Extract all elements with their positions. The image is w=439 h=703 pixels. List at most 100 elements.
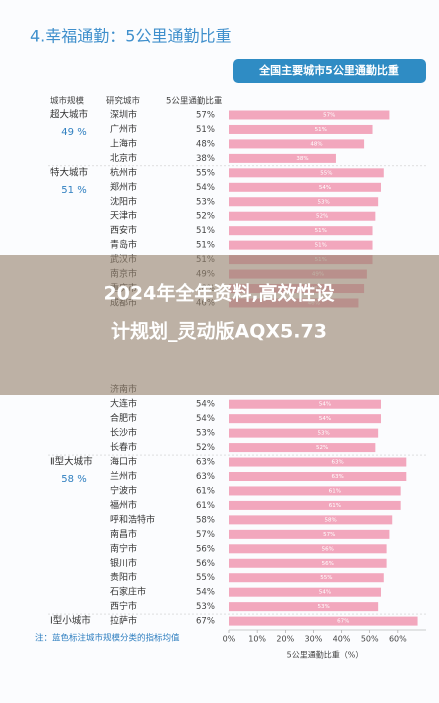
bar-inner-label: 52%: [316, 214, 328, 220]
value-label: 61%: [196, 486, 215, 496]
category-label: 长沙市: [110, 427, 137, 439]
category-label: 合肥市: [110, 412, 137, 424]
bar-inner-label: 38%: [296, 156, 308, 162]
value-label: 51%: [196, 125, 215, 135]
category-label: 海口市: [110, 456, 137, 468]
value-label: 56%: [196, 559, 215, 569]
category-label: 北京市: [110, 152, 137, 164]
category-label: 南宁市: [110, 542, 137, 554]
category-label: 贵阳市: [110, 571, 137, 583]
chart-title: 4.幸福通勤：5公里通勤比重: [30, 27, 231, 46]
value-label: 53%: [196, 429, 215, 439]
overlay-text: 计规划_灵动版AQX5.73: [111, 320, 327, 343]
bar-inner-label: 54%: [319, 590, 331, 596]
value-label: 52%: [196, 443, 215, 453]
bar-inner-label: 57%: [323, 532, 335, 538]
category-label: 呼和浩特市: [110, 513, 155, 525]
value-label: 55%: [196, 168, 215, 178]
overlay-banner: [0, 255, 439, 395]
value-label: 67%: [196, 617, 215, 627]
column-header: 研究城市: [106, 96, 141, 107]
group-mean: 49 %: [61, 127, 86, 138]
bar-inner-label: 61%: [329, 488, 341, 494]
bar: [229, 472, 407, 481]
value-label: 38%: [196, 154, 215, 164]
category-label: 郑州市: [110, 181, 137, 193]
bar-inner-label: 51%: [315, 228, 327, 234]
value-label: 55%: [196, 573, 215, 583]
column-header: 城市规模: [50, 96, 85, 107]
value-label: 48%: [196, 139, 215, 149]
category-label: 拉萨市: [110, 615, 137, 627]
bar-inner-label: 51%: [315, 243, 327, 249]
bar: [229, 168, 384, 178]
value-label: 61%: [196, 501, 215, 511]
bar: [229, 197, 379, 207]
bar: [229, 500, 401, 510]
x-tick-label: 50%: [361, 635, 379, 644]
category-label: 天津市: [110, 210, 137, 222]
bar: [229, 457, 407, 467]
bar-inner-label: 63%: [332, 474, 344, 480]
bar-inner-label: 61%: [329, 503, 341, 509]
bar-inner-label: 63%: [332, 460, 344, 466]
bar: [229, 240, 373, 250]
bar-inner-label: 67%: [337, 619, 349, 625]
bar: [229, 486, 401, 496]
category-label: 宁波市: [110, 484, 137, 496]
x-tick-label: 30%: [305, 635, 323, 644]
bar-inner-label: 54%: [319, 416, 331, 422]
x-tick-label: 60%: [389, 635, 407, 644]
bar-inner-label: 56%: [322, 561, 334, 567]
category-label: 南昌市: [110, 528, 137, 540]
value-label: 52%: [196, 212, 215, 222]
value-label: 54%: [196, 183, 215, 193]
bar: [229, 587, 381, 597]
value-label: 56%: [196, 544, 215, 554]
bar-inner-label: 53%: [317, 604, 329, 610]
group-label: 特大城市: [50, 166, 89, 178]
value-label: 58%: [196, 515, 215, 525]
note: 注：蓝色标注城市规模分类的指标均值: [35, 633, 180, 644]
category-label: 广州市: [110, 123, 137, 135]
category-label: 兰州市: [110, 470, 137, 482]
badge-text: 全国主要城市5公里通勤比重: [258, 63, 399, 77]
bar-inner-label: 55%: [320, 575, 332, 581]
category-label: 上海市: [110, 137, 137, 149]
bar: [229, 153, 336, 163]
category-label: 大连市: [110, 398, 137, 410]
group-mean: 51 %: [61, 185, 86, 196]
category-label: 石家庄市: [110, 586, 146, 598]
bar: [229, 558, 387, 568]
bar: [229, 573, 384, 583]
bar: [229, 443, 376, 453]
group-label: 超大城市: [50, 109, 89, 121]
bar-inner-label: 57%: [323, 113, 335, 119]
group-label: Ⅰ型小城市: [50, 615, 91, 627]
overlay-text: 2024年全年资料,高效性设: [103, 282, 334, 305]
bar: [229, 124, 373, 134]
bar-inner-label: 55%: [320, 170, 332, 176]
column-header: 5公里通勤比重: [166, 96, 223, 107]
value-label: 51%: [196, 241, 215, 251]
bar-inner-label: 48%: [310, 141, 322, 147]
value-label: 63%: [196, 458, 215, 468]
bar: [229, 211, 376, 221]
category-label: 青岛市: [110, 239, 137, 251]
category-label: 深圳市: [110, 109, 137, 121]
bar: [229, 414, 381, 424]
category-label: 福州市: [110, 499, 137, 511]
bar: [229, 428, 379, 438]
category-label: 杭州市: [110, 166, 137, 178]
value-label: 63%: [196, 472, 215, 482]
category-label: 沈阳市: [110, 195, 137, 207]
bar-inner-label: 53%: [317, 199, 329, 205]
bar: [229, 139, 365, 149]
x-tick-label: 10%: [248, 635, 266, 644]
bar-inner-label: 51%: [315, 127, 327, 133]
bar: [229, 529, 390, 539]
bar: [229, 616, 418, 626]
group-mean: 58 %: [61, 474, 86, 485]
bar: [229, 182, 381, 192]
